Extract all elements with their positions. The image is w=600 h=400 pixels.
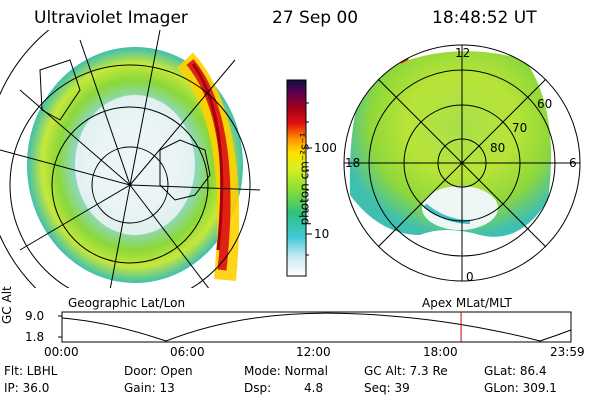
status-dsp-label: Dsp: bbox=[244, 381, 272, 395]
status-gain: Gain: 13 bbox=[124, 381, 175, 395]
apex-caption: Apex MLat/MLT bbox=[422, 296, 512, 310]
status-seq: Seq: 39 bbox=[364, 381, 410, 395]
colorbar-tick-100: 100 bbox=[314, 141, 337, 155]
polar-plot bbox=[343, 44, 581, 282]
altitude-curve bbox=[61, 312, 572, 342]
status-flt: Flt: LBHL bbox=[4, 364, 58, 378]
mlat-label-80: 80 bbox=[490, 141, 506, 155]
colorbar-tick-10: 10 bbox=[314, 227, 330, 241]
status-mode: Mode: Normal bbox=[244, 364, 328, 378]
status-ip: IP: 36.0 bbox=[4, 381, 50, 395]
mlt-label-bottom: 0 bbox=[466, 270, 474, 284]
timeline-xtick-2359: 23:59 bbox=[550, 345, 585, 359]
mlat-label-60: 60 bbox=[537, 97, 553, 111]
app-title: Ultraviolet Imager bbox=[34, 8, 188, 28]
timeline-ytick-low: 1.8 bbox=[25, 330, 45, 344]
timeline-xtick-1800: 18:00 bbox=[423, 345, 458, 359]
timeline-xtick-0600: 06:00 bbox=[170, 345, 205, 359]
timeline-xtick-1200: 12:00 bbox=[296, 345, 331, 359]
mlat-label-70: 70 bbox=[512, 121, 528, 135]
geographic-caption: Geographic Lat/Lon bbox=[68, 296, 186, 310]
mlt-label-right: 6 bbox=[569, 156, 577, 170]
timeline-xtick-0000: 00:00 bbox=[44, 345, 79, 359]
mlt-label-left: 18 bbox=[345, 156, 361, 170]
status-gc-alt: GC Alt: 7.3 Re bbox=[364, 364, 448, 378]
timeline-ytick-high: 9.0 bbox=[25, 309, 45, 323]
auroral-oval-mag bbox=[349, 51, 552, 237]
color-scale-bar bbox=[286, 79, 307, 277]
status-dsp-value: 4.8 bbox=[304, 381, 324, 395]
geographic-map bbox=[0, 30, 260, 288]
mlt-label-top: 12 bbox=[455, 46, 471, 60]
time-label: 18:48:52 UT bbox=[432, 8, 537, 28]
timeline-axis-label: GC Alt bbox=[0, 286, 14, 324]
status-door: Door: Open bbox=[124, 364, 193, 378]
status-glon: GLon: 309.1 bbox=[484, 381, 557, 395]
date-label: 27 Sep 00 bbox=[272, 8, 359, 28]
timeline-plot bbox=[61, 311, 572, 343]
colorbar-unit-label: photon cm⁻²s⁻¹ bbox=[297, 132, 312, 226]
status-glat: GLat: 86.4 bbox=[484, 364, 547, 378]
